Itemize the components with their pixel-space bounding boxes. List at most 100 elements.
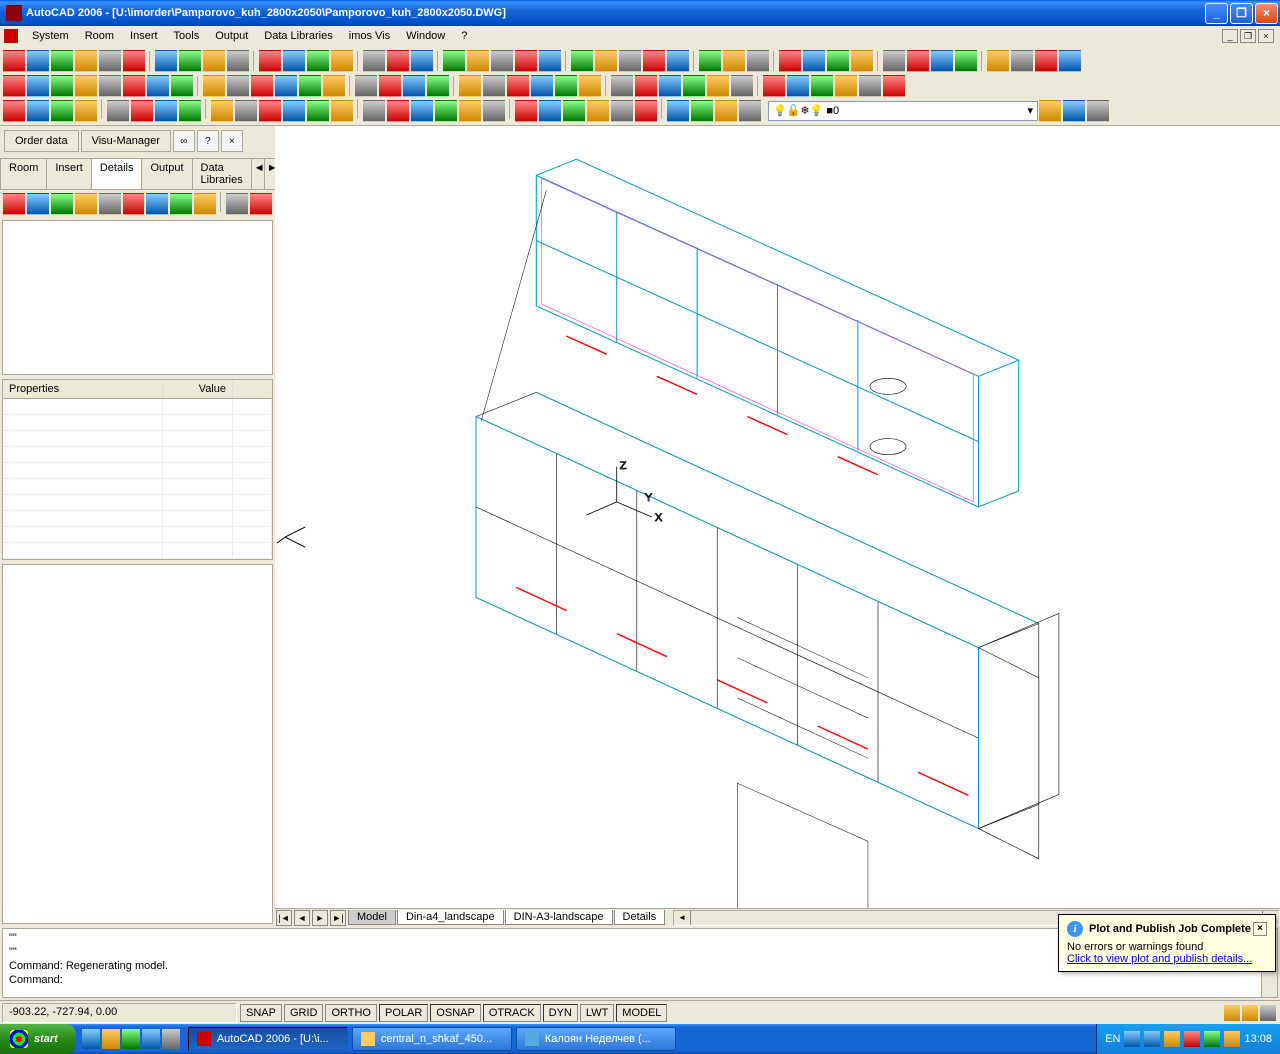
task-autocad[interactable]: AutoCAD 2006 - [U:\i...: [188, 1027, 348, 1051]
toolbar-icon[interactable]: [171, 75, 193, 97]
toolbar-icon[interactable]: [1011, 50, 1033, 72]
toggle-dyn[interactable]: DYN: [543, 1004, 578, 1022]
toolbar-icon[interactable]: [515, 50, 537, 72]
toolbar-icon[interactable]: [667, 100, 689, 122]
toolbar-icon[interactable]: [387, 50, 409, 72]
quicklaunch-5[interactable]: [162, 1029, 180, 1049]
toolbar-icon[interactable]: [51, 75, 73, 97]
toolbar-icon[interactable]: [459, 75, 481, 97]
toolbar-icon[interactable]: [179, 50, 201, 72]
toolbar-icon[interactable]: [611, 100, 633, 122]
toolbar-icon[interactable]: [203, 50, 225, 72]
toolbar-icon[interactable]: [259, 50, 281, 72]
balloon-close-icon[interactable]: ×: [1253, 922, 1267, 936]
tab-output[interactable]: Output: [141, 158, 192, 189]
toolbar-icon[interactable]: [931, 50, 953, 72]
toolbar-icon[interactable]: [611, 75, 633, 97]
toolbar-icon[interactable]: [27, 75, 49, 97]
toolbar-icon[interactable]: [250, 193, 272, 215]
toolbar-icon[interactable]: [739, 100, 761, 122]
toolbar-icon[interactable]: [691, 100, 713, 122]
tab-dina4[interactable]: Din-a4_landscape: [397, 910, 504, 925]
toolbar-icon[interactable]: [435, 100, 457, 122]
tab-room[interactable]: Room: [0, 158, 47, 189]
toolbar-icon[interactable]: [723, 50, 745, 72]
toolbar-icon[interactable]: [307, 100, 329, 122]
toolbar-icon[interactable]: [483, 75, 505, 97]
toolbar-icon[interactable]: [707, 75, 729, 97]
menu-system[interactable]: System: [24, 28, 77, 44]
toolbar-icon[interactable]: [331, 50, 353, 72]
toolbar-icon[interactable]: [131, 100, 153, 122]
tab-last-icon[interactable]: ►|: [330, 910, 346, 926]
toolbar-icon[interactable]: [635, 100, 657, 122]
tab-prev-icon[interactable]: ◄: [251, 158, 265, 189]
toolbar-icon[interactable]: [747, 50, 769, 72]
mdi-min-button[interactable]: _: [1222, 29, 1238, 43]
clock[interactable]: 13:08: [1244, 1033, 1272, 1045]
toolbar-icon[interactable]: [835, 75, 857, 97]
toolbar-icon[interactable]: [955, 50, 977, 72]
toolbar-icon[interactable]: [619, 50, 641, 72]
tab-details2[interactable]: Details: [614, 910, 666, 925]
toolbar-icon[interactable]: [515, 100, 537, 122]
toolbar-icon[interactable]: [467, 50, 489, 72]
toolbar-icon[interactable]: [203, 75, 225, 97]
toolbar-icon[interactable]: [659, 75, 681, 97]
tab-prev2-icon[interactable]: ◄: [294, 910, 310, 926]
toolbar-icon[interactable]: [75, 50, 97, 72]
help-icon[interactable]: ?: [197, 130, 219, 152]
toolbar-icon[interactable]: [579, 75, 601, 97]
layer-btn-3[interactable]: [1087, 100, 1109, 122]
tab-first-icon[interactable]: |◄: [276, 910, 292, 926]
toolbar-icon[interactable]: [99, 50, 121, 72]
toolbar-icon[interactable]: [779, 50, 801, 72]
toggle-snap[interactable]: SNAP: [240, 1004, 282, 1022]
mdi-restore-button[interactable]: ❐: [1240, 29, 1256, 43]
toolbar-icon[interactable]: [411, 100, 433, 122]
quicklaunch-1[interactable]: [82, 1029, 100, 1049]
toolbar-icon[interactable]: [907, 50, 929, 72]
status-icon-2[interactable]: [1242, 1005, 1258, 1021]
toggle-otrack[interactable]: OTRACK: [483, 1004, 541, 1022]
toolbar-icon[interactable]: [803, 50, 825, 72]
toggle-polar[interactable]: POLAR: [379, 1004, 428, 1022]
toolbar-icon[interactable]: [731, 75, 753, 97]
toolbar-icon[interactable]: [883, 50, 905, 72]
toggle-grid[interactable]: GRID: [284, 1004, 324, 1022]
close-button[interactable]: ×: [1255, 3, 1278, 24]
toolbar-icon[interactable]: [75, 75, 97, 97]
toolbar-icon[interactable]: [1059, 50, 1081, 72]
drawing-canvas[interactable]: Z X Y: [275, 126, 1280, 908]
tab-model[interactable]: Model: [348, 910, 396, 925]
toolbar-icon[interactable]: [595, 50, 617, 72]
menu-datalib[interactable]: Data Libraries: [256, 28, 340, 44]
maximize-button[interactable]: ❐: [1230, 3, 1253, 24]
toolbar-icon[interactable]: [587, 100, 609, 122]
toolbar-icon[interactable]: [699, 50, 721, 72]
toolbar-icon[interactable]: [51, 100, 73, 122]
toolbar-icon[interactable]: [539, 100, 561, 122]
toolbar-icon[interactable]: [827, 50, 849, 72]
toolbar-icon[interactable]: [75, 193, 97, 215]
toggle-model[interactable]: MODEL: [616, 1004, 667, 1022]
language-indicator[interactable]: EN: [1105, 1033, 1120, 1045]
toolbar-icon[interactable]: [107, 100, 129, 122]
status-icon-1[interactable]: [1224, 1005, 1240, 1021]
toolbar-icon[interactable]: [3, 193, 25, 215]
toolbar-icon[interactable]: [331, 100, 353, 122]
toolbar-icon[interactable]: [539, 50, 561, 72]
toolbar-icon[interactable]: [235, 100, 257, 122]
tree-pane[interactable]: [2, 220, 273, 375]
task-skype[interactable]: Калоян Неделчев (...: [516, 1027, 676, 1051]
minimize-button[interactable]: _: [1205, 3, 1228, 24]
tray-icon-6[interactable]: [1224, 1031, 1240, 1047]
toolbar-icon[interactable]: [283, 100, 305, 122]
tray-icon-3[interactable]: [1164, 1031, 1180, 1047]
tab-insert[interactable]: Insert: [46, 158, 92, 189]
menu-room[interactable]: Room: [77, 28, 122, 44]
toolbar-icon[interactable]: [123, 193, 145, 215]
toolbar-icon[interactable]: [194, 193, 216, 215]
toolbar-icon[interactable]: [787, 75, 809, 97]
toolbar-icon[interactable]: [3, 75, 25, 97]
